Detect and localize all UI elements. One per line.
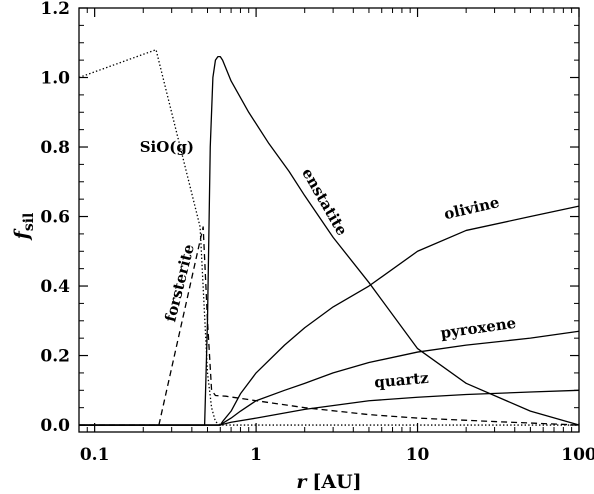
x-axis-unit: [AU] bbox=[312, 471, 361, 493]
plot-frame bbox=[78, 7, 580, 433]
x-axis-var: r bbox=[296, 471, 308, 493]
ticks-layer: 0.1 1 10 100 0.0 0.2 0.4 0.6 0.8 1.0 1.2 bbox=[40, 0, 594, 465]
annotation-sio-g: SiO(g) bbox=[140, 138, 194, 156]
x-tick-label: 100 bbox=[561, 445, 594, 465]
y-tick-label: 1.0 bbox=[40, 69, 70, 89]
series-enstatite-line bbox=[79, 56, 580, 426]
annotation-enstatite: enstatite bbox=[298, 165, 351, 239]
y-tick-label: 0.6 bbox=[40, 208, 70, 228]
y-axis-var: f bbox=[11, 228, 33, 241]
series-quartz-line bbox=[79, 389, 580, 426]
labels-layer: SiO(g) forsterite enstatite olivine pyroxene… bbox=[140, 138, 517, 391]
series-layer bbox=[78, 49, 580, 426]
y-axis-sub: sil bbox=[21, 213, 37, 232]
series-forsterite-line bbox=[79, 226, 580, 426]
series-olivine-line bbox=[79, 205, 580, 426]
series-pyroxene-line bbox=[79, 330, 580, 426]
y-tick-label: 0.2 bbox=[40, 347, 70, 367]
y-tick-label: 0.0 bbox=[40, 416, 70, 436]
x-tick-label: 0.1 bbox=[80, 445, 110, 465]
x-tick-label: 1 bbox=[250, 445, 262, 465]
annotation-quartz: quartz bbox=[374, 369, 430, 392]
y-axis-title: fsil bbox=[11, 213, 37, 242]
y-tick-label: 1.2 bbox=[40, 0, 70, 19]
annotation-olivine: olivine bbox=[442, 193, 501, 223]
y-tick-label: 0.8 bbox=[40, 138, 70, 158]
x-tick-label: 10 bbox=[406, 445, 430, 465]
annotation-pyroxene: pyroxene bbox=[439, 314, 517, 342]
x-axis-title: r [AU] bbox=[296, 471, 361, 493]
annotation-forsterite: forsterite bbox=[161, 242, 198, 323]
series-sio-g-line bbox=[78, 49, 579, 426]
y-tick-label: 0.4 bbox=[40, 277, 70, 297]
